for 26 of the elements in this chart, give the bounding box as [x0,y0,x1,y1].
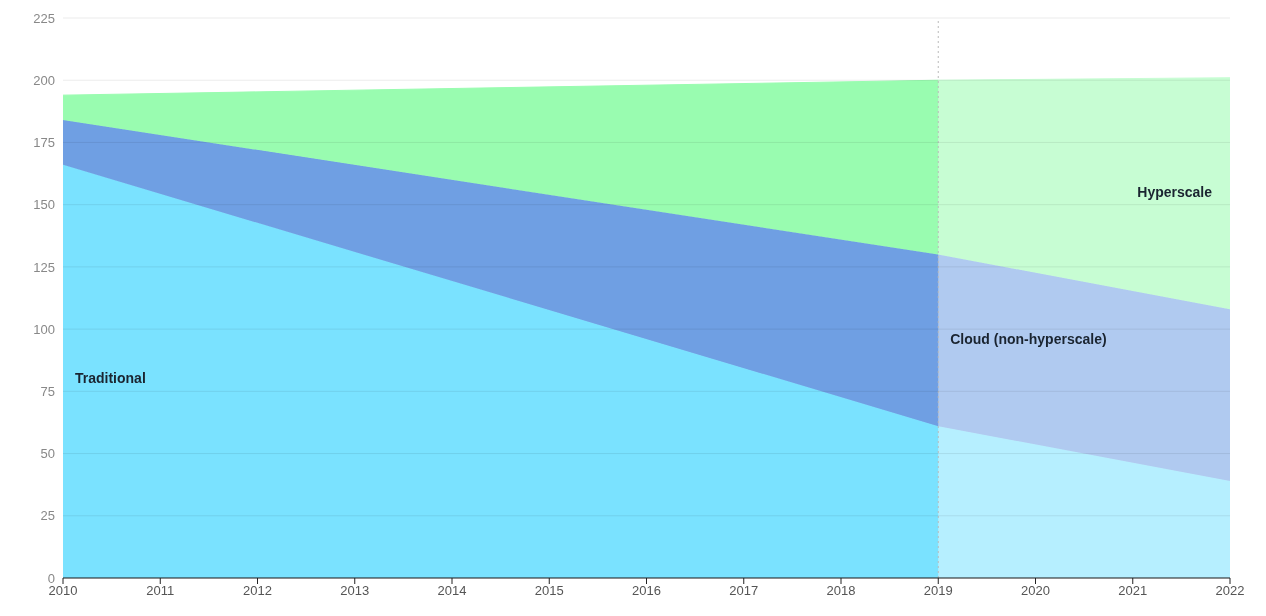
y-tick-label: 225 [33,10,55,26]
x-tick-label: 2015 [534,583,564,599]
y-tick-label: 25 [40,508,55,524]
y-tick-label: 100 [33,321,55,337]
series-label: Traditional [75,370,146,387]
series-label: Cloud (non-hyperscale) [950,331,1107,348]
x-tick-label: 2014 [437,583,467,599]
y-tick-label: 75 [40,383,55,399]
y-tick-label: 175 [33,135,55,151]
x-tick-label: 2022 [1215,583,1245,599]
series-label: Hyperscale [1137,184,1213,201]
x-tick-label: 2011 [146,583,175,599]
y-tick-label: 125 [33,259,55,275]
x-tick-label: 2018 [826,583,856,599]
y-tick-label: 50 [40,446,55,462]
x-tick-label: 2017 [729,583,759,599]
x-tick-label: 2020 [1021,583,1050,599]
y-tick-label: 200 [33,72,55,88]
x-tick-label: 2016 [632,583,661,599]
y-tick-label: 150 [33,197,55,213]
x-tick-label: 2021 [1118,583,1148,599]
y-tick-label: 0 [47,570,55,586]
x-tick-label: 2019 [923,583,953,599]
x-tick-label: 2012 [243,583,272,599]
x-tick-label: 2010 [48,583,78,599]
x-tick-label: 2013 [340,583,370,599]
